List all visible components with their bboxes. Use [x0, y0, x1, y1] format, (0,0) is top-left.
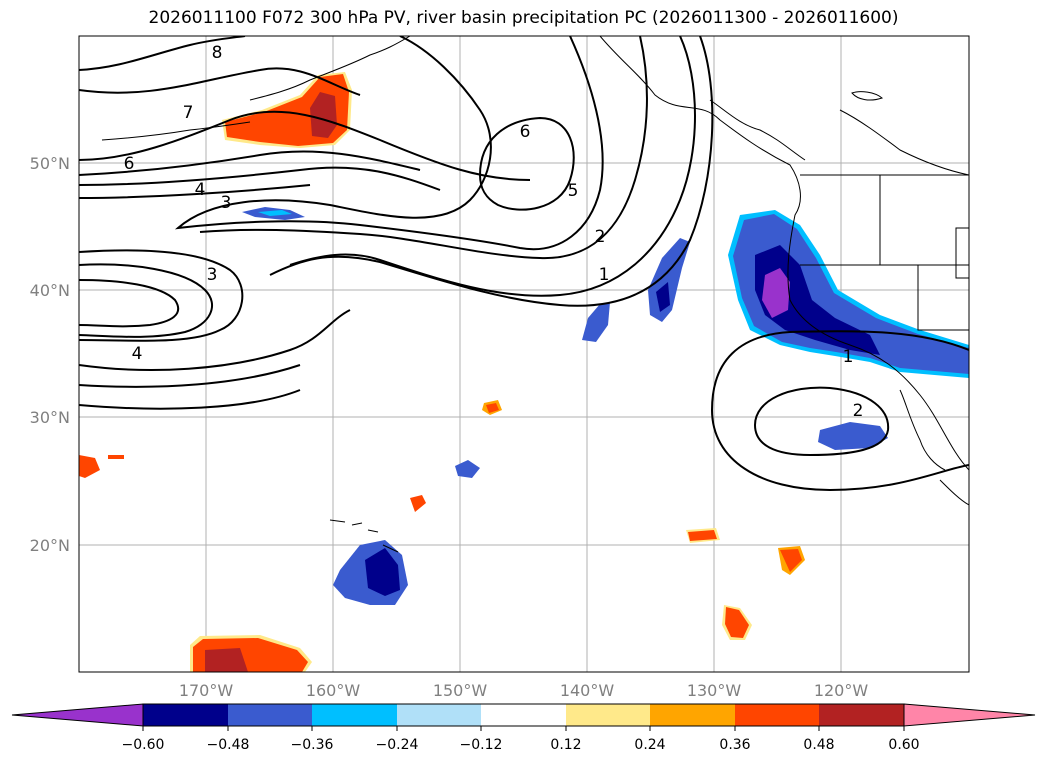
- contour-label-2-east: 2: [853, 401, 864, 421]
- coastlines: [101, 36, 969, 553]
- contour-label-4-north: 4: [195, 180, 206, 200]
- precip-negative-north-pacific: [242, 207, 305, 220]
- lon-label-150w: 150°W: [433, 681, 488, 700]
- colorbar-label-7: 0.36: [719, 737, 750, 753]
- colorbar-segment-4: [397, 704, 481, 726]
- pv-contours: [79, 36, 969, 492]
- colorbar-label-8: 0.48: [803, 737, 834, 753]
- contour-label-8: 8: [212, 43, 223, 63]
- lat-label-20n: 20°N: [30, 536, 70, 555]
- colorbar-ticks: [142, 726, 905, 731]
- precip-positive-small-cells: [79, 400, 805, 672]
- lon-label-120w: 120°W: [814, 681, 869, 700]
- lat-label-50n: 50°N: [30, 154, 70, 173]
- contour-label-group: 8 7 6 4 3 6 5 2 1 3 4 1 2: [124, 43, 864, 421]
- colorbar-segment-7: [650, 704, 735, 726]
- contour-label-1-center: 1: [599, 265, 610, 285]
- colorbar-segment-1: [143, 704, 228, 726]
- contour-label-3-north: 3: [221, 193, 232, 213]
- latitude-labels: 50°N 40°N 30°N 20°N: [30, 154, 70, 555]
- contour-label-2-center: 2: [595, 227, 606, 247]
- colorbar-segment-3: [312, 704, 397, 726]
- colorbar-label-4: −0.12: [460, 737, 503, 753]
- contour-label-3-west: 3: [207, 265, 218, 285]
- precip-negative-us-west-coast: [728, 210, 969, 378]
- map-background: [79, 36, 969, 672]
- colorbar-label-9: 0.60: [888, 737, 919, 753]
- lon-label-160w: 160°W: [306, 681, 361, 700]
- contour-label-7: 7: [183, 103, 194, 123]
- precip-positive-gulf-of-alaska: [222, 72, 352, 148]
- lon-label-130w: 130°W: [687, 681, 742, 700]
- colorbar-label-2: −0.36: [291, 737, 334, 753]
- map-frame: [78, 35, 970, 673]
- lon-label-170w: 170°W: [179, 681, 234, 700]
- precip-negative-hawaii: [333, 540, 408, 605]
- contour-label-1-east: 1: [843, 347, 854, 367]
- colorbar-extend-min: [11, 703, 144, 727]
- lat-label-30n: 30°N: [30, 408, 70, 427]
- contour-label-6-east: 6: [520, 122, 531, 142]
- colorbar-outline: [142, 703, 905, 727]
- colorbar-label-1: −0.48: [207, 737, 250, 753]
- colorbar-segment-8: [735, 704, 819, 726]
- colorbar-segment-2: [228, 704, 312, 726]
- colorbar-extend-max: [903, 703, 1036, 727]
- colorbar-label-5: 0.12: [550, 737, 581, 753]
- colorbar-segment-9: [819, 704, 904, 726]
- colorbar-label-3: −0.24: [376, 737, 419, 753]
- colorbar-label-6: 0.24: [634, 737, 665, 753]
- contour-label-6-west: 6: [124, 154, 135, 174]
- contour-label-5: 5: [568, 181, 579, 201]
- colorbar-segment-5: [481, 704, 566, 726]
- contour-label-4-west: 4: [132, 344, 143, 364]
- map-title: 2026011100 F072 300 hPa PV, river basin …: [148, 8, 899, 28]
- lat-label-40n: 40°N: [30, 281, 70, 300]
- colorbar: −0.60 −0.48 −0.36 −0.24 −0.12 0.12 0.24 …: [11, 703, 1036, 753]
- longitude-labels: 170°W 160°W 150°W 140°W 130°W 120°W: [179, 681, 869, 700]
- lon-label-140w: 140°W: [560, 681, 615, 700]
- colorbar-segment-6: [566, 704, 650, 726]
- colorbar-label-0: −0.60: [122, 737, 165, 753]
